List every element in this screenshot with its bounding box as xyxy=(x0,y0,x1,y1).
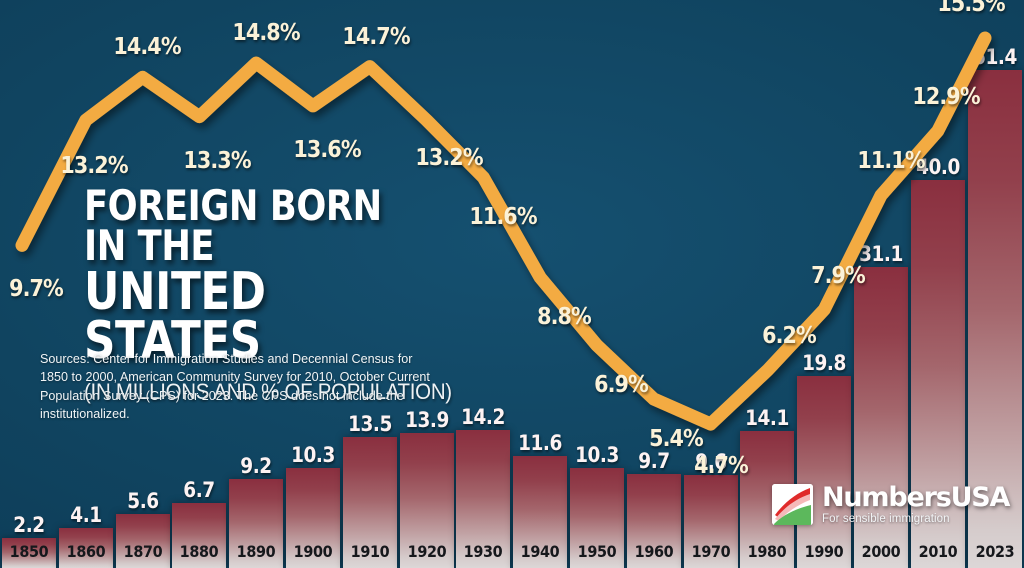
bar-value-1890: 9.2 xyxy=(240,453,272,478)
bar-1920 xyxy=(399,433,454,568)
bar-column-1980[interactable]: 14.1 1980 xyxy=(740,0,795,568)
bar-1960 xyxy=(626,474,681,568)
logo-tagline: For sensible immigration xyxy=(822,513,950,525)
bar-value-1870: 5.6 xyxy=(126,488,159,513)
page-subtitle: (IN MILLIONS AND % OF POPULATION) xyxy=(84,378,452,404)
bar-column-1950[interactable]: 10.3 1950 xyxy=(570,0,624,568)
bar-1910 xyxy=(342,437,397,568)
bar-year-label-1890: 1890 xyxy=(236,542,276,561)
bar-1890 xyxy=(229,478,284,568)
bar-column-1900[interactable]: 10.3 1900 xyxy=(286,0,340,568)
numbersusa-logo-mark-icon xyxy=(772,484,813,526)
bar-value-1940: 11.6 xyxy=(518,430,563,455)
bar-column-1970[interactable]: 9.6 1970 xyxy=(683,0,738,568)
bar-column-1960[interactable]: 9.7 1960 xyxy=(626,0,681,568)
bar-year-label-1940: 1940 xyxy=(520,542,560,561)
bar-value-1850: 2.2 xyxy=(13,513,45,537)
bar-value-1990: 19.8 xyxy=(802,351,847,376)
title-block: FOREIGN BORN IN THE UNITED STATES (IN MI… xyxy=(84,181,484,405)
bar-column-1880[interactable]: 6.7 1880 xyxy=(172,0,227,568)
bar-1930 xyxy=(456,430,511,568)
bar-1850 xyxy=(2,538,56,568)
page-title-line-1: FOREIGN BORN IN THE xyxy=(84,181,382,270)
bar-column-1850[interactable]: 2.2 1850 xyxy=(2,0,56,568)
bar-year-label-1900: 1900 xyxy=(293,542,333,561)
bar-year-label-1950: 1950 xyxy=(577,542,617,561)
bar-year-label-1990: 1990 xyxy=(804,542,844,561)
bar-value-1900: 10.3 xyxy=(291,443,335,468)
bar-column-1870[interactable]: 5.6 1870 xyxy=(115,0,170,568)
bar-year-label-1930: 1930 xyxy=(464,542,503,561)
bar-1950 xyxy=(570,468,624,568)
bar-year-label-1910: 1910 xyxy=(350,542,390,561)
bar-1860 xyxy=(58,528,113,568)
bar-value-1950: 10.3 xyxy=(575,443,619,468)
bar-value-2023: 51.4 xyxy=(972,45,1017,69)
bar-1940 xyxy=(513,455,568,568)
bar-value-1960: 9.7 xyxy=(638,449,670,474)
logo-text-block: NumbersUSA For sensible immigration xyxy=(822,482,1010,526)
bar-year-label-2010: 2010 xyxy=(918,542,958,561)
bar-1870 xyxy=(115,513,170,568)
bar-column-1890[interactable]: 9.2 1890 xyxy=(229,0,284,568)
bar-1880 xyxy=(172,503,227,568)
bar-value-1970: 9.6 xyxy=(694,450,727,474)
bar-year-label-1970: 1970 xyxy=(691,542,730,561)
bar-column-1920[interactable]: 13.9 1920 xyxy=(399,0,454,568)
bar-year-label-1870: 1870 xyxy=(123,542,162,561)
bar-year-label-1980: 1980 xyxy=(748,542,787,561)
bar-column-1940[interactable]: 11.6 1940 xyxy=(513,0,568,568)
bar-year-label-2000: 2000 xyxy=(861,542,901,561)
bar-year-label-1960: 1960 xyxy=(634,542,674,561)
bar-year-label-1860: 1860 xyxy=(66,542,106,561)
bar-value-2000: 31.1 xyxy=(859,241,903,266)
bar-1900 xyxy=(286,468,340,568)
bar-year-label-1850: 1850 xyxy=(9,542,49,561)
sources-note: Sources: Center for Immigration Studies … xyxy=(40,352,430,421)
bar-value-1860: 4.1 xyxy=(70,503,102,528)
bar-year-label-1880: 1880 xyxy=(180,542,219,561)
bar-value-1930: 14.2 xyxy=(461,405,506,430)
bar-value-1880: 6.7 xyxy=(183,478,216,503)
logo-brand-name: NumbersUSA xyxy=(822,482,1010,513)
bar-year-label-1920: 1920 xyxy=(407,542,446,561)
bar-value-2010: 40.0 xyxy=(915,155,960,180)
bar-value-1980: 14.1 xyxy=(745,406,790,431)
bar-column-1860[interactable]: 4.1 1860 xyxy=(58,0,113,568)
numbersusa-logo[interactable]: NumbersUSA For sensible immigration xyxy=(772,482,1010,526)
page-title-line-2: UNITED STATES xyxy=(84,261,266,372)
bar-year-label-2023: 2023 xyxy=(975,542,1014,561)
bar-1990 xyxy=(797,376,852,568)
bar-1970 xyxy=(683,475,738,568)
